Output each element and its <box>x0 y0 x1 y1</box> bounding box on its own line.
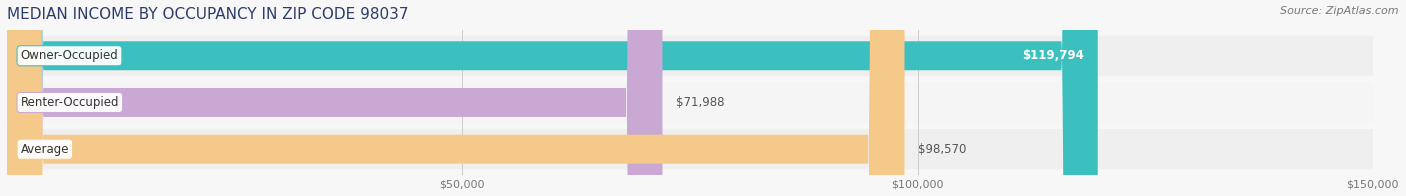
FancyBboxPatch shape <box>7 0 662 196</box>
Text: Average: Average <box>21 143 69 156</box>
Text: Owner-Occupied: Owner-Occupied <box>21 49 118 62</box>
Text: MEDIAN INCOME BY OCCUPANCY IN ZIP CODE 98037: MEDIAN INCOME BY OCCUPANCY IN ZIP CODE 9… <box>7 7 409 22</box>
FancyBboxPatch shape <box>7 36 1372 76</box>
FancyBboxPatch shape <box>7 0 1098 196</box>
Text: $71,988: $71,988 <box>676 96 724 109</box>
FancyBboxPatch shape <box>7 0 904 196</box>
FancyBboxPatch shape <box>7 129 1372 169</box>
Text: Source: ZipAtlas.com: Source: ZipAtlas.com <box>1281 6 1399 16</box>
FancyBboxPatch shape <box>7 82 1372 122</box>
Text: Renter-Occupied: Renter-Occupied <box>21 96 120 109</box>
Text: $98,570: $98,570 <box>918 143 966 156</box>
Text: $119,794: $119,794 <box>1022 49 1084 62</box>
